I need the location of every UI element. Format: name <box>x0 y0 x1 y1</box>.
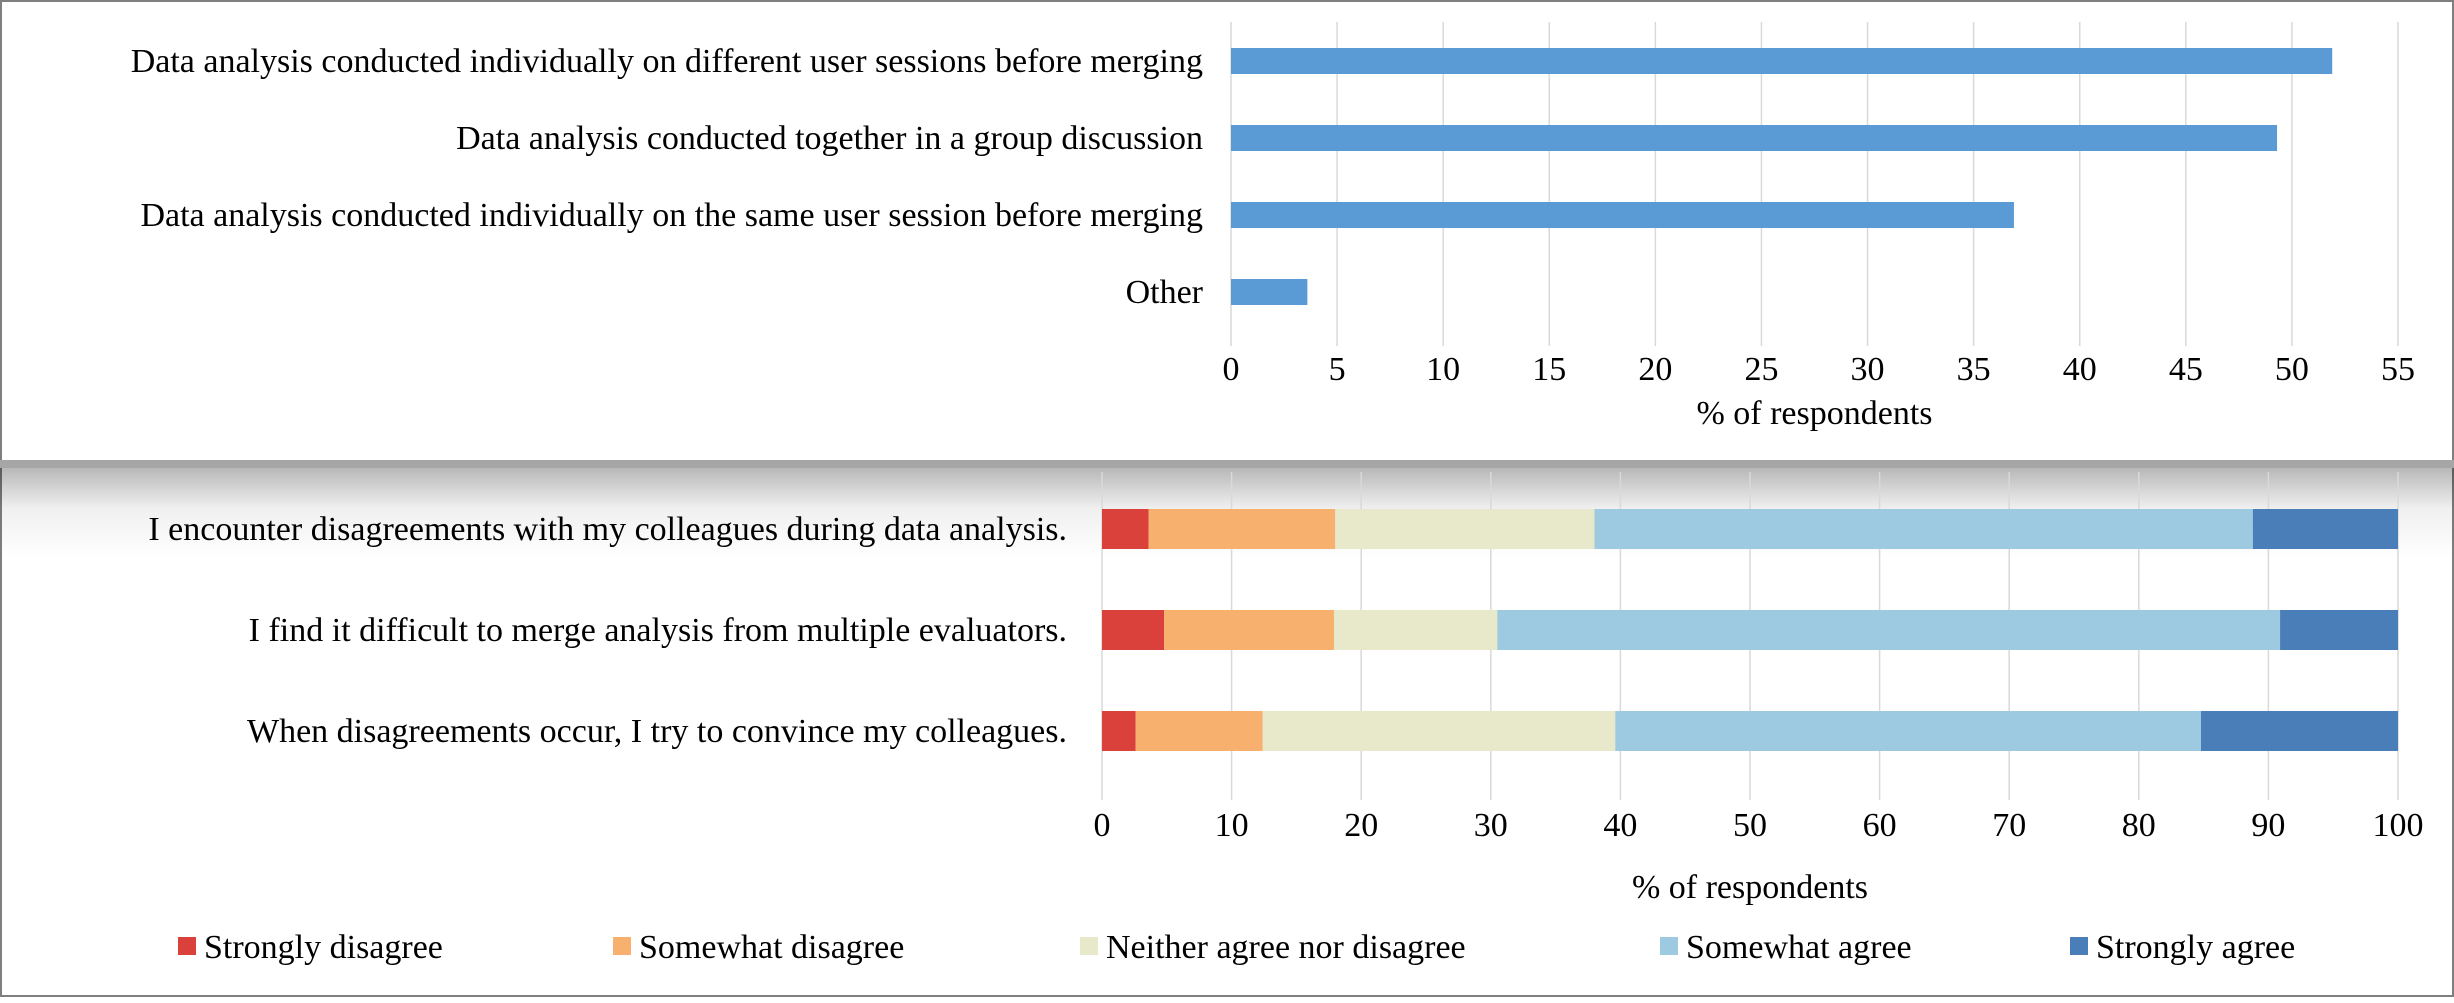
c2-bar-segment <box>1102 711 1136 751</box>
c2-tick-label: 60 <box>1863 807 1897 844</box>
c2-tick-label: 0 <box>1094 807 1111 844</box>
c1-tick-label: 30 <box>1851 351 1885 388</box>
c2-bar-segment <box>1594 509 2253 549</box>
legend-label: Somewhat agree <box>1686 929 1912 966</box>
c2-bar-segment <box>1135 711 1263 751</box>
c1-tick-label: 0 <box>1223 351 1240 388</box>
c2-category-label: I find it difficult to merge analysis fr… <box>249 612 1067 649</box>
c2-tick-label: 90 <box>2251 807 2285 844</box>
c1-tick-label: 40 <box>2063 351 2097 388</box>
c2-bar-segment <box>1335 509 1595 549</box>
chart-1: 0 5 10 15 20 25 30 35 40 45 50 55 Data analysis cond… <box>131 22 2415 432</box>
c1-category-label: Data analysis conducted individually on … <box>140 197 1203 234</box>
c1-category-label: Other <box>1126 274 1204 311</box>
c1-tick-label: 55 <box>2381 351 2415 388</box>
c1-tick-label: 5 <box>1329 351 1346 388</box>
c1-bar <box>1231 202 2014 228</box>
c1-tick-label: 35 <box>1957 351 1991 388</box>
c2-bar-segment <box>2252 509 2398 549</box>
c2-bar-segment <box>1615 711 2202 751</box>
c1-tick-label: 25 <box>1744 351 1778 388</box>
c1-bar <box>1231 279 1308 305</box>
top-panel-frame <box>0 0 2454 463</box>
c2-tick-label: 10 <box>1215 807 1249 844</box>
legend-label: Neither agree nor disagree <box>1106 929 1466 966</box>
legend-swatch <box>1660 937 1678 955</box>
c1-bar <box>1231 48 2333 74</box>
c2-tick-label: 30 <box>1474 807 1508 844</box>
legend-label: Strongly agree <box>2096 929 2295 966</box>
c2-bar-segment <box>1102 509 1149 549</box>
c2-bar-segment <box>1333 610 1498 650</box>
c1-category-label: Data analysis conducted together in a gr… <box>456 120 1203 157</box>
chart-2: 0 10 20 30 40 50 60 70 80 90 100 I encounter disagr… <box>148 472 2424 966</box>
c2-tick-label: 40 <box>1603 807 1637 844</box>
c2-xaxis-title: % of respondents <box>1632 869 1868 906</box>
c2-bar-segment <box>1148 509 1336 549</box>
legend-label: Somewhat disagree <box>639 929 904 966</box>
c2-tick-label: 80 <box>2122 807 2156 844</box>
c2-bar-segment <box>2280 610 2398 650</box>
legend-label: Strongly disagree <box>204 929 443 966</box>
c1-bar <box>1231 125 2278 151</box>
c2-bar-segment <box>1102 610 1165 650</box>
c1-tick-label: 20 <box>1638 351 1672 388</box>
c2-bar-segment <box>1497 610 2281 650</box>
c2-tick-label: 100 <box>2373 807 2424 844</box>
c2-bar-segment <box>2201 711 2398 751</box>
panel-separator <box>0 460 2454 468</box>
c2-bar-segment <box>1262 711 1616 751</box>
c2-category-label: I encounter disagreements with my collea… <box>148 511 1067 548</box>
legend-swatch <box>1080 937 1098 955</box>
c1-xaxis-title: % of respondents <box>1696 395 1932 432</box>
legend-swatch <box>2070 937 2088 955</box>
c2-bar-segment <box>1164 610 1334 650</box>
legend-swatch <box>613 937 631 955</box>
c1-tick-label: 15 <box>1532 351 1566 388</box>
c1-tick-label: 10 <box>1426 351 1460 388</box>
c2-tick-label: 70 <box>1992 807 2026 844</box>
c1-tick-label: 50 <box>2275 351 2309 388</box>
c2-tick-label: 50 <box>1733 807 1767 844</box>
c2-category-label: When disagreements occur, I try to convi… <box>247 713 1067 750</box>
c1-category-label: Data analysis conducted individually on … <box>131 43 1203 80</box>
c1-tick-label: 45 <box>2169 351 2203 388</box>
legend-swatch <box>178 937 196 955</box>
c2-tick-label: 20 <box>1344 807 1378 844</box>
